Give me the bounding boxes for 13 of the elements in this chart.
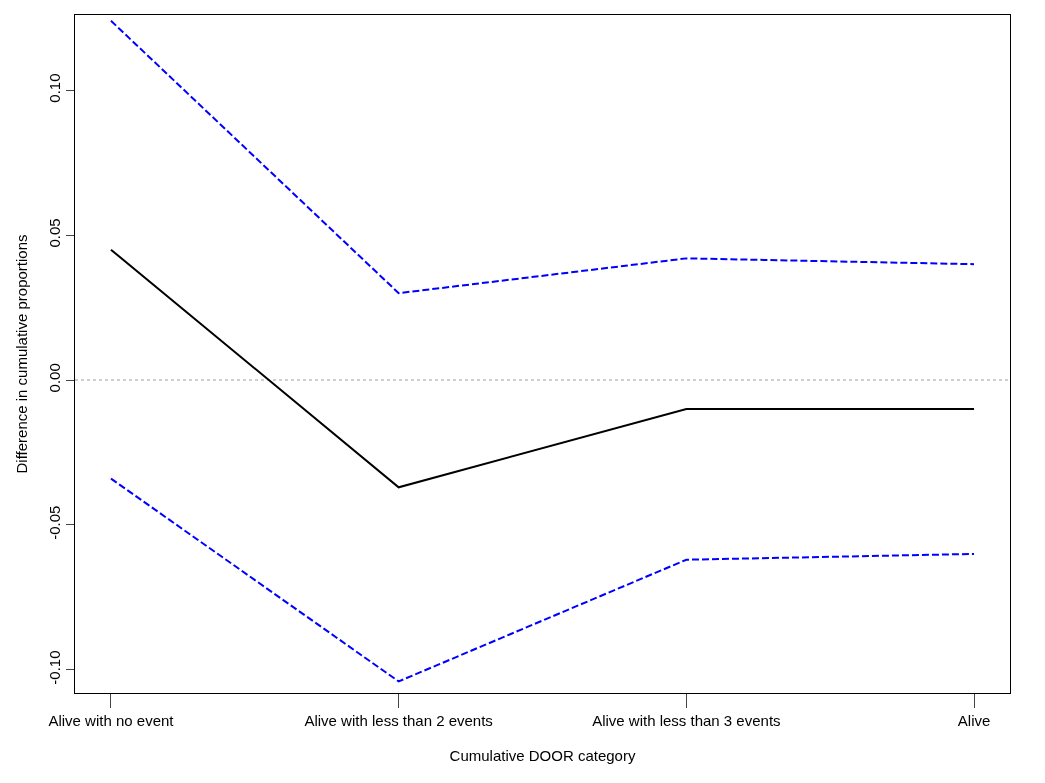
x-tick-label: Alive	[957, 712, 991, 729]
line-series	[109, 477, 976, 683]
y-tick-label: 0.00	[46, 363, 63, 393]
x-tick-label: Alive with less than 2 events	[304, 712, 493, 729]
y-tick-label: 0.05	[46, 218, 63, 248]
y-axis-title: Difference in cumulative proportions	[13, 234, 31, 474]
y-tick-label: -0.10	[46, 650, 63, 685]
y-tick-label: 0.10	[46, 73, 63, 103]
x-tick-label: Alive with no event	[48, 712, 175, 729]
y-tick-label: -0.05	[46, 505, 63, 540]
line-series	[109, 19, 976, 295]
x-axis-title: Cumulative DOOR category	[449, 747, 636, 764]
x-tick-label: Alive with less than 3 events	[592, 712, 781, 729]
